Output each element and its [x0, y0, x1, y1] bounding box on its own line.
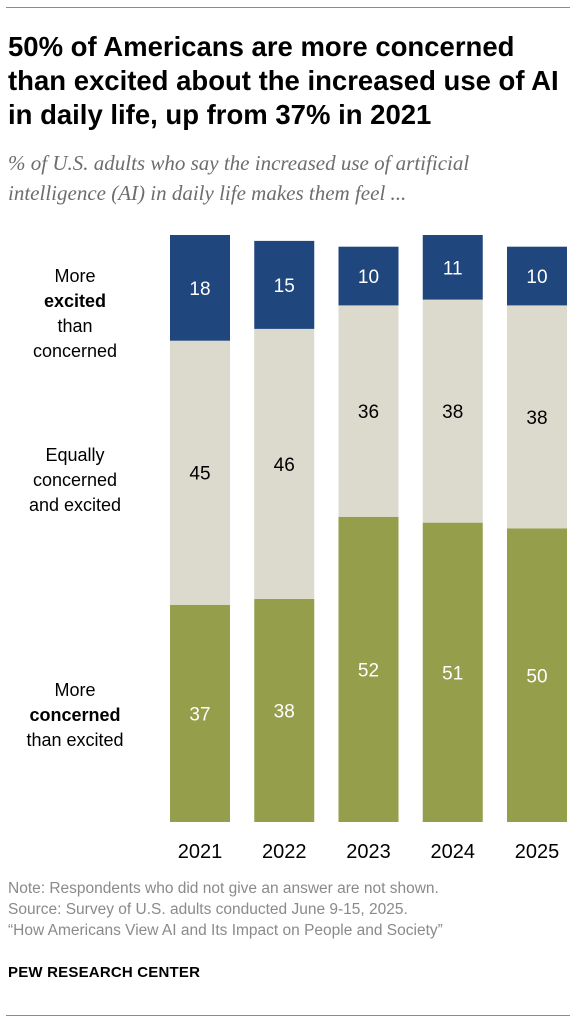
footnote: Note: Respondents who did not give an an…: [8, 878, 568, 941]
row-label-more-concerned: More concerned than excited: [0, 678, 150, 753]
bar-segment-excited-2022: [254, 240, 315, 329]
row-label-line-bold: excited: [0, 289, 150, 314]
bar-segment-equal-2024: [422, 299, 483, 523]
bottom-rule: [6, 1015, 570, 1016]
bar-segment-concerned-2023: [338, 516, 399, 822]
x-tick-label-2025: 2025: [515, 841, 560, 863]
bar-segment-concerned-2021: [170, 604, 230, 822]
chart-subtitle: % of U.S. adults who say the increased u…: [8, 151, 470, 205]
data-label-equal-2024: 38: [442, 402, 463, 423]
data-label-concerned-2023: 52: [358, 660, 379, 681]
data-label-equal-2023: 36: [358, 402, 379, 423]
row-label-line: than excited: [26, 730, 124, 750]
data-label-excited-2024: 11: [443, 258, 463, 279]
row-label-line: than: [57, 316, 93, 336]
data-label-concerned-2022: 38: [274, 702, 295, 723]
data-label-equal-2025: 38: [526, 408, 547, 429]
note-text: Note: Respondents who did not give an an…: [8, 880, 439, 897]
stacked-bar-chart: 37 45 18 2021 38 46 15 2022 52 36 10 2023 51 38 11 2024…: [170, 235, 567, 863]
row-label-line: Equally: [45, 445, 105, 465]
chart-title: 50% of Americans are more concerned than…: [8, 31, 559, 130]
bar-segment-equal-2023: [338, 305, 399, 517]
bar-segment-excited-2023: [338, 246, 399, 306]
row-label-emphasis: concerned: [29, 705, 121, 725]
x-tick-label-2024: 2024: [431, 841, 476, 863]
bar-segment-concerned-2025: [507, 528, 567, 822]
data-label-excited-2023: 10: [358, 267, 379, 288]
bar-segment-equal-2022: [254, 328, 315, 599]
row-label-more-excited: More excited than concerned: [0, 264, 150, 364]
row-label-line: More: [54, 266, 96, 286]
row-label-line: concerned: [32, 470, 118, 490]
source-text: Source: Survey of U.S. adults conducted …: [8, 901, 408, 918]
bar-segment-equal-2021: [170, 340, 230, 605]
row-label-equally: Equally concerned and excited: [0, 443, 150, 518]
data-label-equal-2021: 45: [189, 464, 210, 485]
data-label-equal-2022: 46: [274, 455, 295, 476]
data-label-concerned-2025: 50: [526, 666, 547, 687]
top-rule: [6, 7, 570, 8]
x-tick-label-2021: 2021: [178, 841, 223, 863]
data-label-concerned-2021: 37: [189, 704, 210, 725]
data-label-concerned-2024: 51: [442, 663, 463, 684]
bar-segment-excited-2021: [170, 235, 230, 341]
bar-segment-concerned-2022: [254, 598, 315, 822]
row-label-line-bold: concerned: [0, 703, 150, 728]
bar-segment-concerned-2024: [422, 522, 483, 822]
row-label-line: More: [54, 680, 96, 700]
brand-logo-text: PEW RESEARCH CENTER: [8, 964, 201, 981]
data-label-excited-2025: 10: [526, 267, 547, 288]
row-label-emphasis: excited: [43, 291, 107, 311]
bar-segment-excited-2025: [507, 246, 567, 306]
report-title: “How Americans View AI and Its Impact on…: [8, 922, 443, 939]
data-label-excited-2021: 18: [189, 279, 210, 300]
data-label-excited-2022: 15: [274, 276, 295, 297]
bar-segment-excited-2024: [422, 235, 483, 300]
row-label-line: and excited: [28, 495, 122, 515]
x-tick-label-2022: 2022: [262, 841, 307, 863]
x-tick-label-2023: 2023: [346, 841, 391, 863]
row-label-line: concerned: [32, 341, 118, 361]
bar-segment-equal-2025: [507, 305, 567, 529]
